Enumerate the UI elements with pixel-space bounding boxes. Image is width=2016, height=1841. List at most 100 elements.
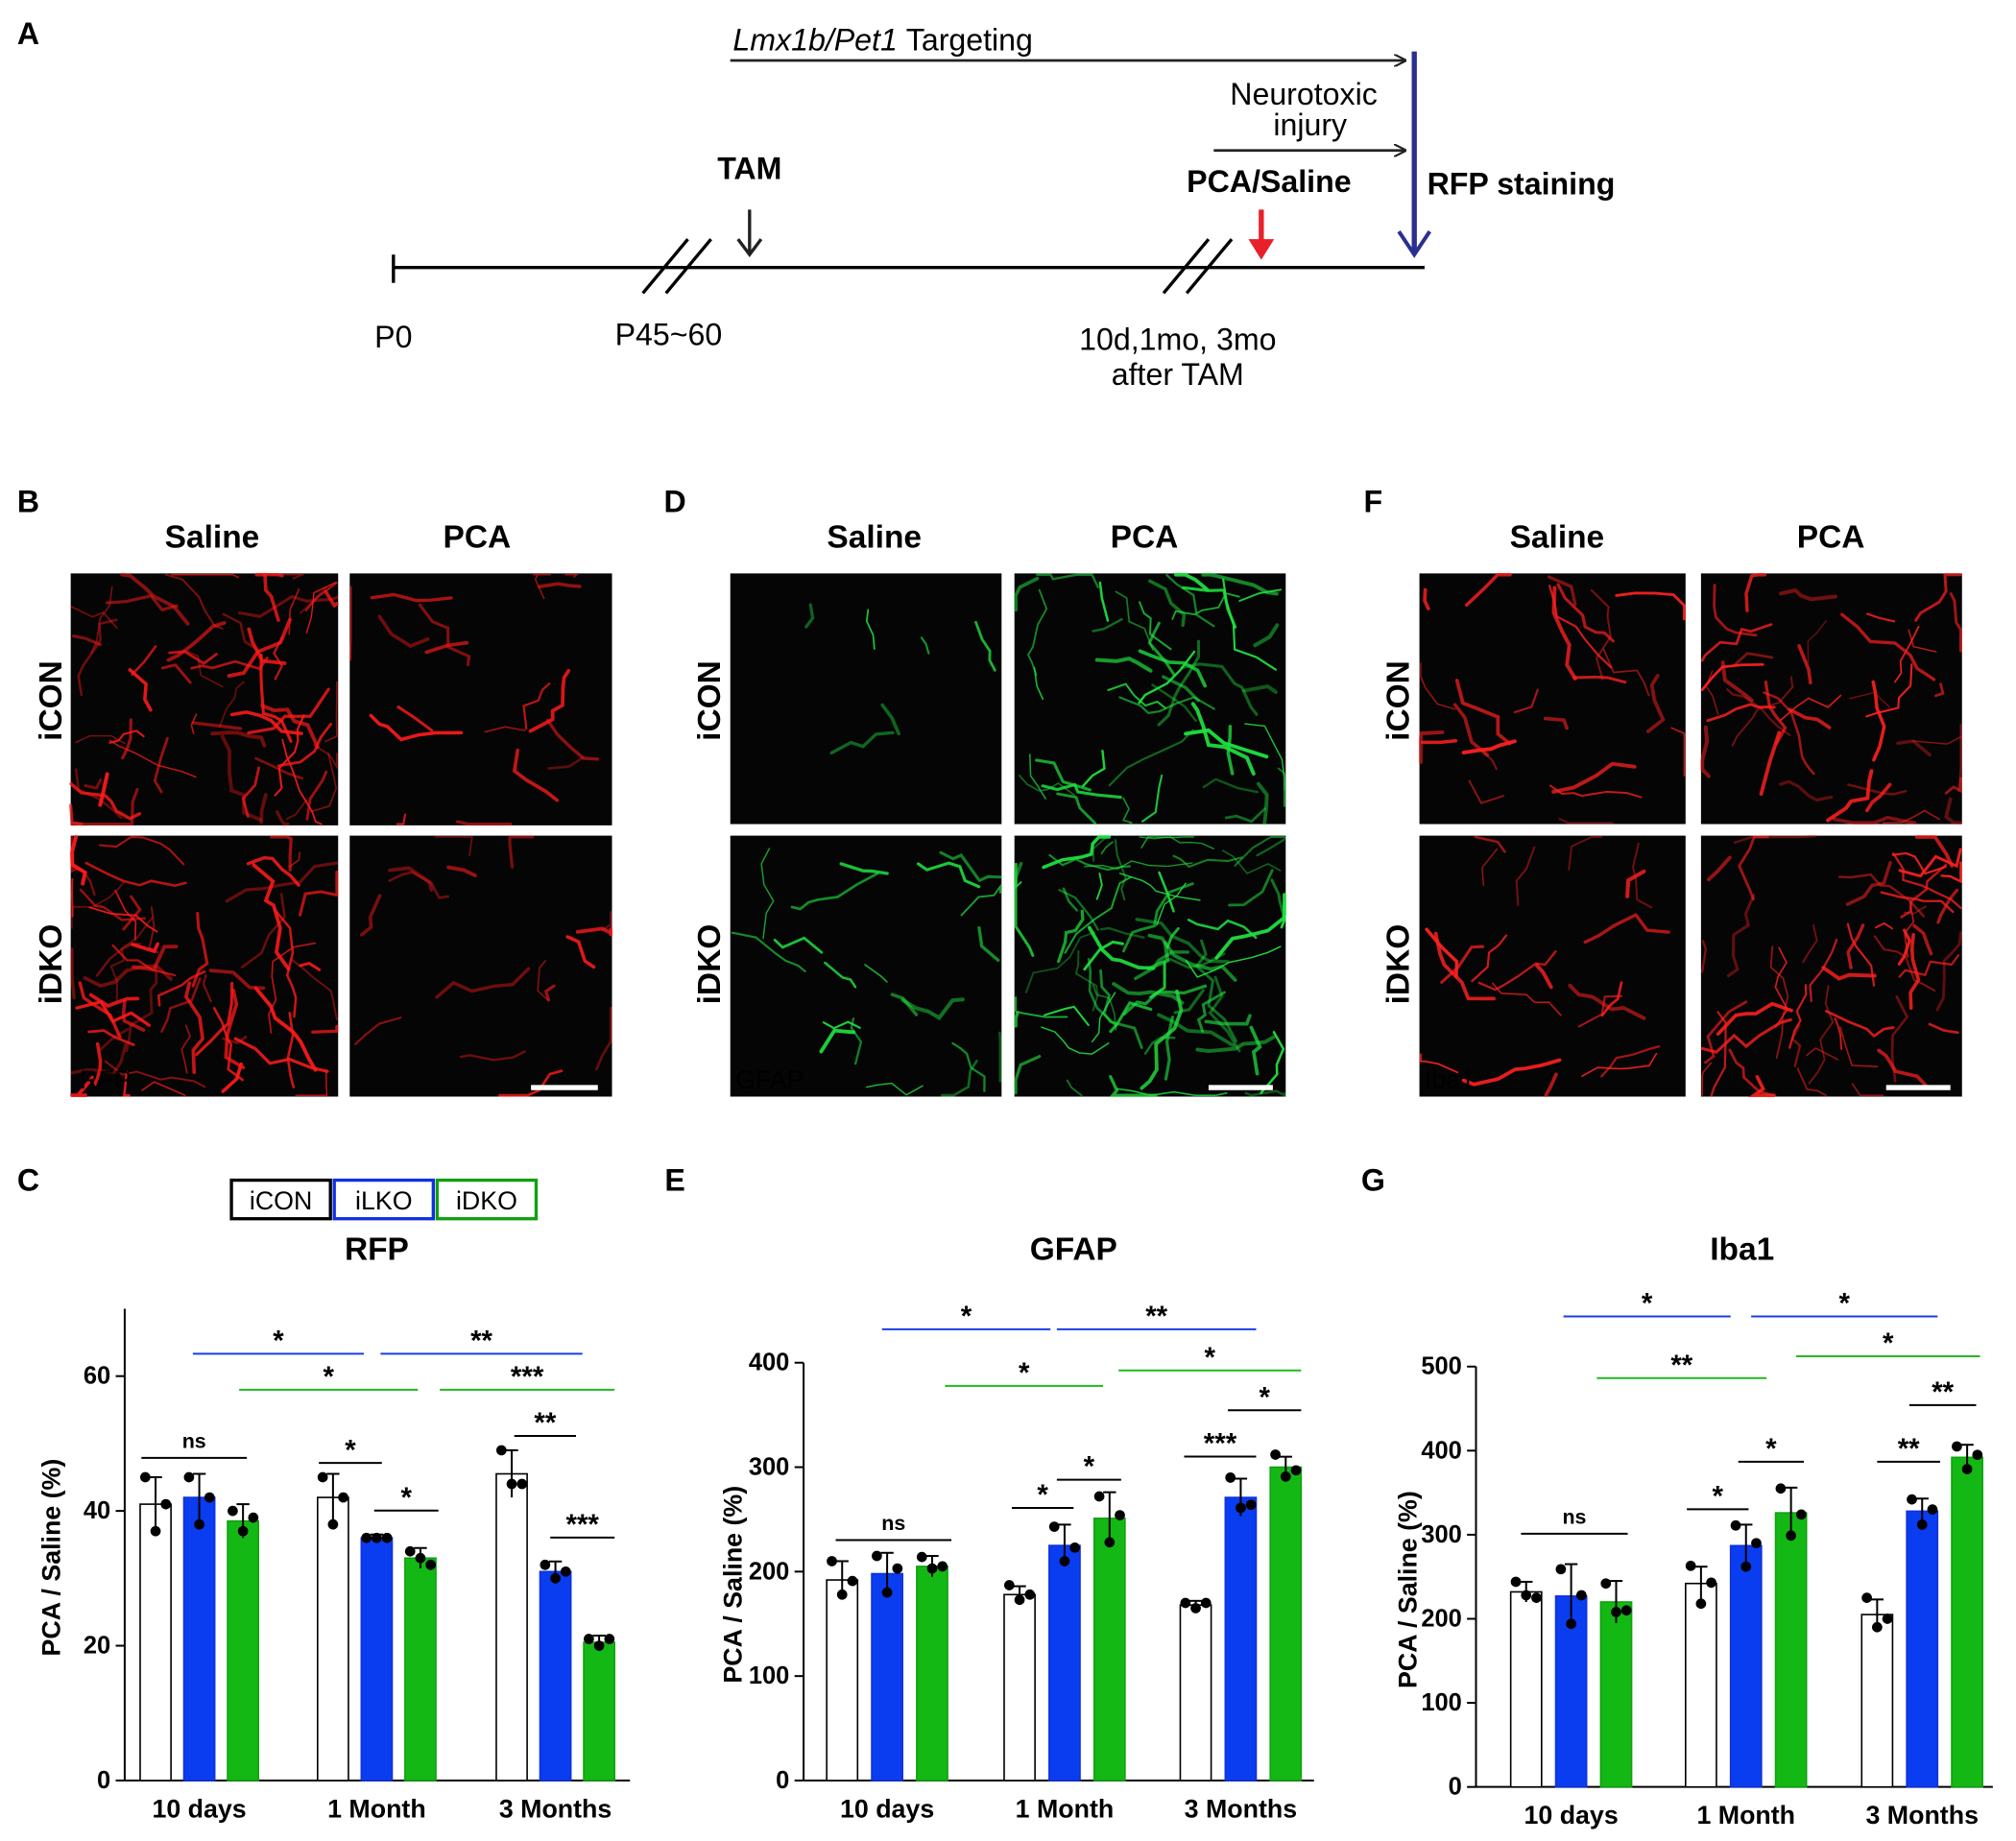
stained-fiber	[1118, 696, 1215, 714]
stained-fiber	[1832, 815, 1917, 825]
data-point	[1952, 1441, 1962, 1452]
stained-fiber	[122, 895, 142, 931]
stained-fiber	[1912, 923, 1933, 956]
stained-fiber	[1871, 680, 1886, 762]
bar	[1906, 1510, 1939, 1788]
data-point	[228, 1505, 238, 1517]
legend-label: iCON	[250, 1186, 312, 1215]
significance-label: *	[1259, 1381, 1270, 1413]
stained-fiber	[1824, 1010, 1895, 1039]
stained-fiber	[1898, 848, 1962, 878]
data-point	[1225, 1472, 1236, 1483]
stained-fiber	[1420, 662, 1456, 710]
stained-fiber	[1056, 792, 1097, 825]
data-point	[425, 1559, 437, 1570]
stained-fiber	[435, 967, 531, 999]
stained-fiber	[87, 1029, 135, 1046]
stained-fiber	[1769, 945, 1789, 1060]
data-point	[1048, 1521, 1060, 1532]
significance-label: *	[1838, 1288, 1850, 1320]
stained-fiber	[288, 588, 300, 635]
data-point	[1861, 1592, 1872, 1603]
panel-letters: A B C D E F G	[17, 16, 1385, 1198]
stained-fiber	[1121, 797, 1133, 825]
stained-fiber	[1454, 679, 1512, 746]
stained-fiber	[1481, 848, 1499, 887]
stained-fiber	[359, 894, 382, 937]
significance-label: *	[1765, 1433, 1777, 1465]
stained-fiber	[939, 850, 1002, 883]
stained-fiber	[1572, 675, 1627, 684]
bar	[1269, 1466, 1303, 1781]
data-point	[1907, 1494, 1917, 1505]
stained-fiber	[275, 810, 291, 826]
y-tick-label: 60	[84, 1363, 110, 1390]
stained-fiber	[1092, 835, 1109, 862]
x-tick-label: 1 Month	[1696, 1801, 1795, 1829]
timepoint-label: after TAM	[1112, 357, 1244, 392]
stained-fiber	[1581, 1052, 1658, 1077]
stained-fiber	[262, 573, 284, 578]
stained-fiber	[1471, 934, 1508, 983]
break-mark	[1185, 238, 1234, 295]
adult-label: P45~60	[615, 317, 723, 351]
stained-fiber	[900, 997, 965, 1021]
stained-fiber	[1464, 572, 1512, 608]
stained-fiber	[1099, 926, 1145, 939]
stained-fiber	[773, 936, 824, 954]
stained-fiber	[951, 1041, 986, 1092]
stained-fiber	[305, 581, 337, 634]
stained-fiber	[522, 682, 551, 730]
column-label: Saline	[165, 519, 260, 555]
stained-fiber	[1900, 863, 1948, 919]
stained-fiber	[1115, 590, 1154, 651]
y-tick-label: 100	[1421, 1689, 1461, 1716]
stained-fiber	[1670, 727, 1686, 777]
stained-fiber	[111, 944, 177, 977]
stained-fiber	[324, 589, 339, 609]
significance-label: *	[400, 1482, 412, 1514]
error-bar	[1694, 1566, 1708, 1601]
stained-fiber	[731, 931, 806, 972]
x-tick-label: 3 Months	[1185, 1794, 1297, 1823]
significance-label: ***	[1204, 1428, 1237, 1460]
stained-fiber	[1109, 1001, 1153, 1034]
bar	[495, 1472, 528, 1781]
stained-fiber	[304, 582, 338, 611]
stained-fiber	[1897, 928, 1911, 966]
stained-fiber	[1551, 586, 1577, 681]
stained-fiber	[575, 926, 613, 937]
data-point	[1280, 1470, 1291, 1482]
stained-fiber	[396, 813, 407, 825]
stained-fiber	[1807, 619, 1828, 664]
tam-label: TAM	[717, 152, 781, 186]
data-point	[139, 1471, 151, 1483]
data-point	[1685, 1560, 1696, 1571]
stained-fiber	[1874, 921, 1893, 930]
stained-fiber	[1744, 572, 1767, 612]
stained-fiber	[1036, 573, 1099, 588]
y-tick-label: 100	[749, 1662, 789, 1689]
stained-fiber	[104, 1060, 206, 1088]
stained-fiber	[1797, 644, 1812, 685]
stained-fiber	[1615, 591, 1686, 621]
data-point	[881, 1587, 893, 1598]
stained-fiber	[1845, 860, 1892, 906]
staining-arrow-head	[1397, 230, 1431, 258]
stained-fiber	[1014, 862, 1035, 957]
data-point	[204, 1492, 215, 1503]
data-point	[150, 1525, 161, 1537]
significance-label: *	[1713, 1481, 1724, 1513]
stained-fiber	[760, 848, 775, 940]
stained-fiber	[237, 594, 339, 618]
data-point	[1730, 1519, 1741, 1531]
data-point	[1795, 1509, 1807, 1520]
data-point	[1245, 1499, 1257, 1511]
data-point	[1786, 1530, 1796, 1542]
data-point	[1575, 1590, 1587, 1601]
y-tick-label: 300	[1421, 1521, 1461, 1548]
bar	[1599, 1601, 1633, 1788]
data-point	[593, 1640, 605, 1651]
stained-fiber	[1551, 761, 1637, 794]
